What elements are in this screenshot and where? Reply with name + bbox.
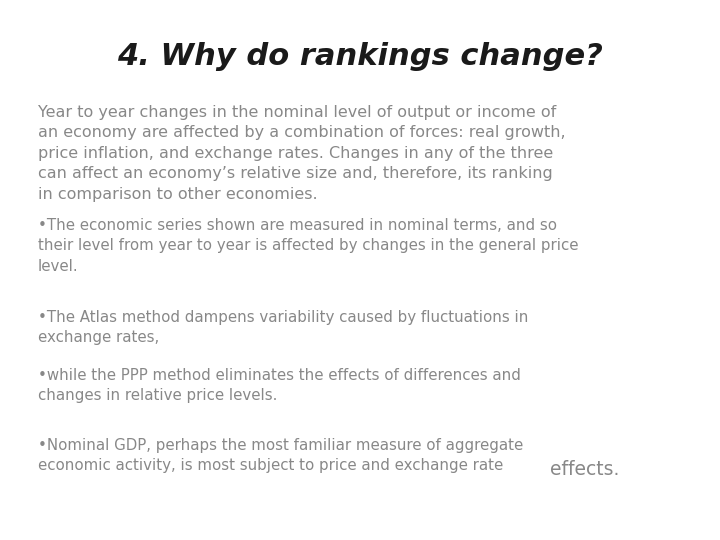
Text: Year to year changes in the nominal level of output or income of
an economy are : Year to year changes in the nominal leve…	[38, 105, 566, 201]
Text: 4. Why do rankings change?: 4. Why do rankings change?	[117, 42, 603, 71]
Text: •The economic series shown are measured in nominal terms, and so
their level fro: •The economic series shown are measured …	[38, 218, 578, 274]
Text: effects.: effects.	[549, 460, 619, 479]
Text: •The Atlas method dampens variability caused by fluctuations in
exchange rates,: •The Atlas method dampens variability ca…	[38, 310, 528, 346]
Text: •Nominal GDP, perhaps the most familiar measure of aggregate
economic activity, : •Nominal GDP, perhaps the most familiar …	[38, 438, 523, 474]
Text: •while the PPP method eliminates the effects of differences and
changes in relat: •while the PPP method eliminates the eff…	[38, 368, 521, 403]
